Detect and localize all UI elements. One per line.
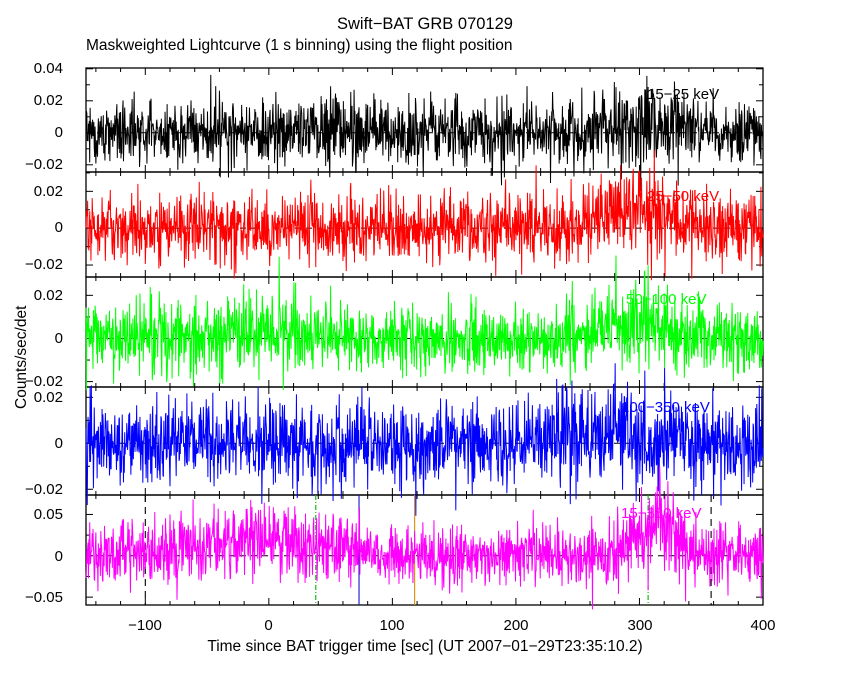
- svg-text:15−25 keV: 15−25 keV: [647, 86, 719, 103]
